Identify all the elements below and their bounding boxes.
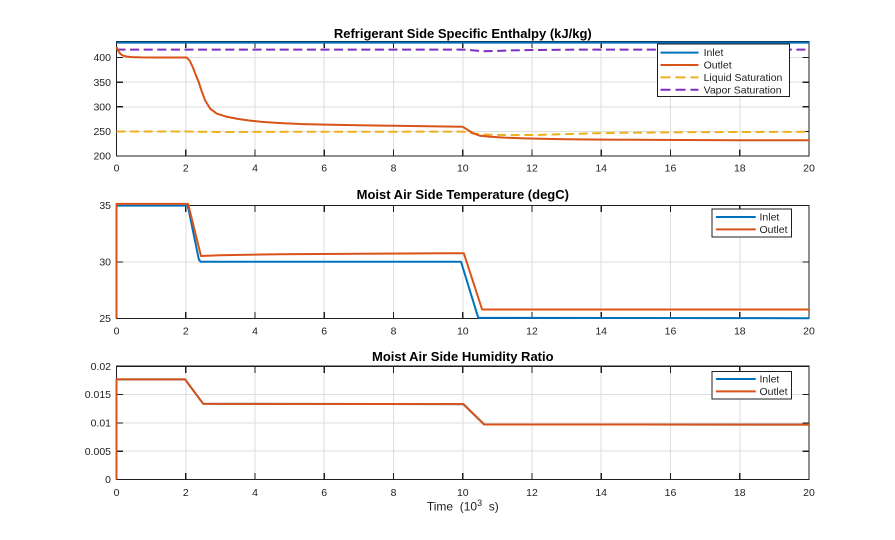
- svg-text:2: 2: [183, 326, 189, 338]
- svg-text:Refrigerant Side Specific Enth: Refrigerant Side Specific Enthalpy (kJ/k…: [334, 26, 592, 41]
- svg-text:20: 20: [803, 326, 815, 338]
- svg-text:Inlet: Inlet: [760, 374, 780, 386]
- svg-text:6: 6: [321, 326, 327, 338]
- svg-text:18: 18: [734, 326, 746, 338]
- svg-text:2: 2: [183, 163, 189, 175]
- svg-text:10: 10: [457, 487, 469, 499]
- svg-text:35: 35: [99, 200, 111, 212]
- svg-text:25: 25: [99, 313, 111, 325]
- svg-text:8: 8: [391, 163, 397, 175]
- svg-text:Outlet: Outlet: [760, 386, 788, 398]
- svg-text:400: 400: [93, 52, 111, 64]
- svg-text:0.015: 0.015: [85, 389, 111, 401]
- svg-text:0.02: 0.02: [91, 361, 112, 373]
- svg-text:12: 12: [526, 326, 538, 338]
- svg-text:16: 16: [665, 163, 677, 175]
- svg-text:20: 20: [803, 487, 815, 499]
- svg-text:Moist Air Side Temperature (de: Moist Air Side Temperature (degC): [357, 187, 569, 202]
- svg-text:10: 10: [457, 326, 469, 338]
- svg-text:0: 0: [114, 163, 120, 175]
- svg-text:Outlet: Outlet: [760, 224, 788, 236]
- svg-text:200: 200: [93, 151, 111, 163]
- svg-text:6: 6: [321, 487, 327, 499]
- svg-text:2: 2: [183, 487, 189, 499]
- svg-text:16: 16: [665, 326, 677, 338]
- svg-text:12: 12: [526, 163, 538, 175]
- svg-text:350: 350: [93, 77, 111, 89]
- svg-text:0.005: 0.005: [85, 446, 111, 458]
- svg-text:0: 0: [114, 487, 120, 499]
- svg-text:Outlet: Outlet: [704, 60, 732, 72]
- svg-text:0: 0: [114, 326, 120, 338]
- svg-text:14: 14: [595, 487, 607, 499]
- svg-text:10: 10: [457, 163, 469, 175]
- svg-text:0.01: 0.01: [91, 418, 112, 430]
- svg-text:6: 6: [321, 163, 327, 175]
- svg-text:16: 16: [665, 487, 677, 499]
- svg-text:Inlet: Inlet: [760, 212, 780, 224]
- svg-text:8: 8: [391, 487, 397, 499]
- svg-text:0: 0: [105, 474, 111, 486]
- svg-text:4: 4: [252, 163, 258, 175]
- svg-text:300: 300: [93, 101, 111, 113]
- svg-text:8: 8: [391, 326, 397, 338]
- svg-text:Vapor Saturation: Vapor Saturation: [704, 84, 782, 96]
- svg-text:250: 250: [93, 126, 111, 138]
- svg-text:Inlet: Inlet: [704, 47, 724, 59]
- svg-text:18: 18: [734, 163, 746, 175]
- svg-text:14: 14: [595, 163, 607, 175]
- svg-text:14: 14: [595, 326, 607, 338]
- svg-text:4: 4: [252, 487, 258, 499]
- svg-text:12: 12: [526, 487, 538, 499]
- svg-text:30: 30: [99, 257, 111, 269]
- svg-text:Time (103 s): Time (103 s): [427, 498, 499, 513]
- svg-text:18: 18: [734, 487, 746, 499]
- svg-text:Liquid Saturation: Liquid Saturation: [704, 72, 783, 84]
- svg-text:20: 20: [803, 163, 815, 175]
- svg-text:Moist Air Side Humidity Ratio: Moist Air Side Humidity Ratio: [372, 349, 554, 364]
- svg-text:4: 4: [252, 326, 258, 338]
